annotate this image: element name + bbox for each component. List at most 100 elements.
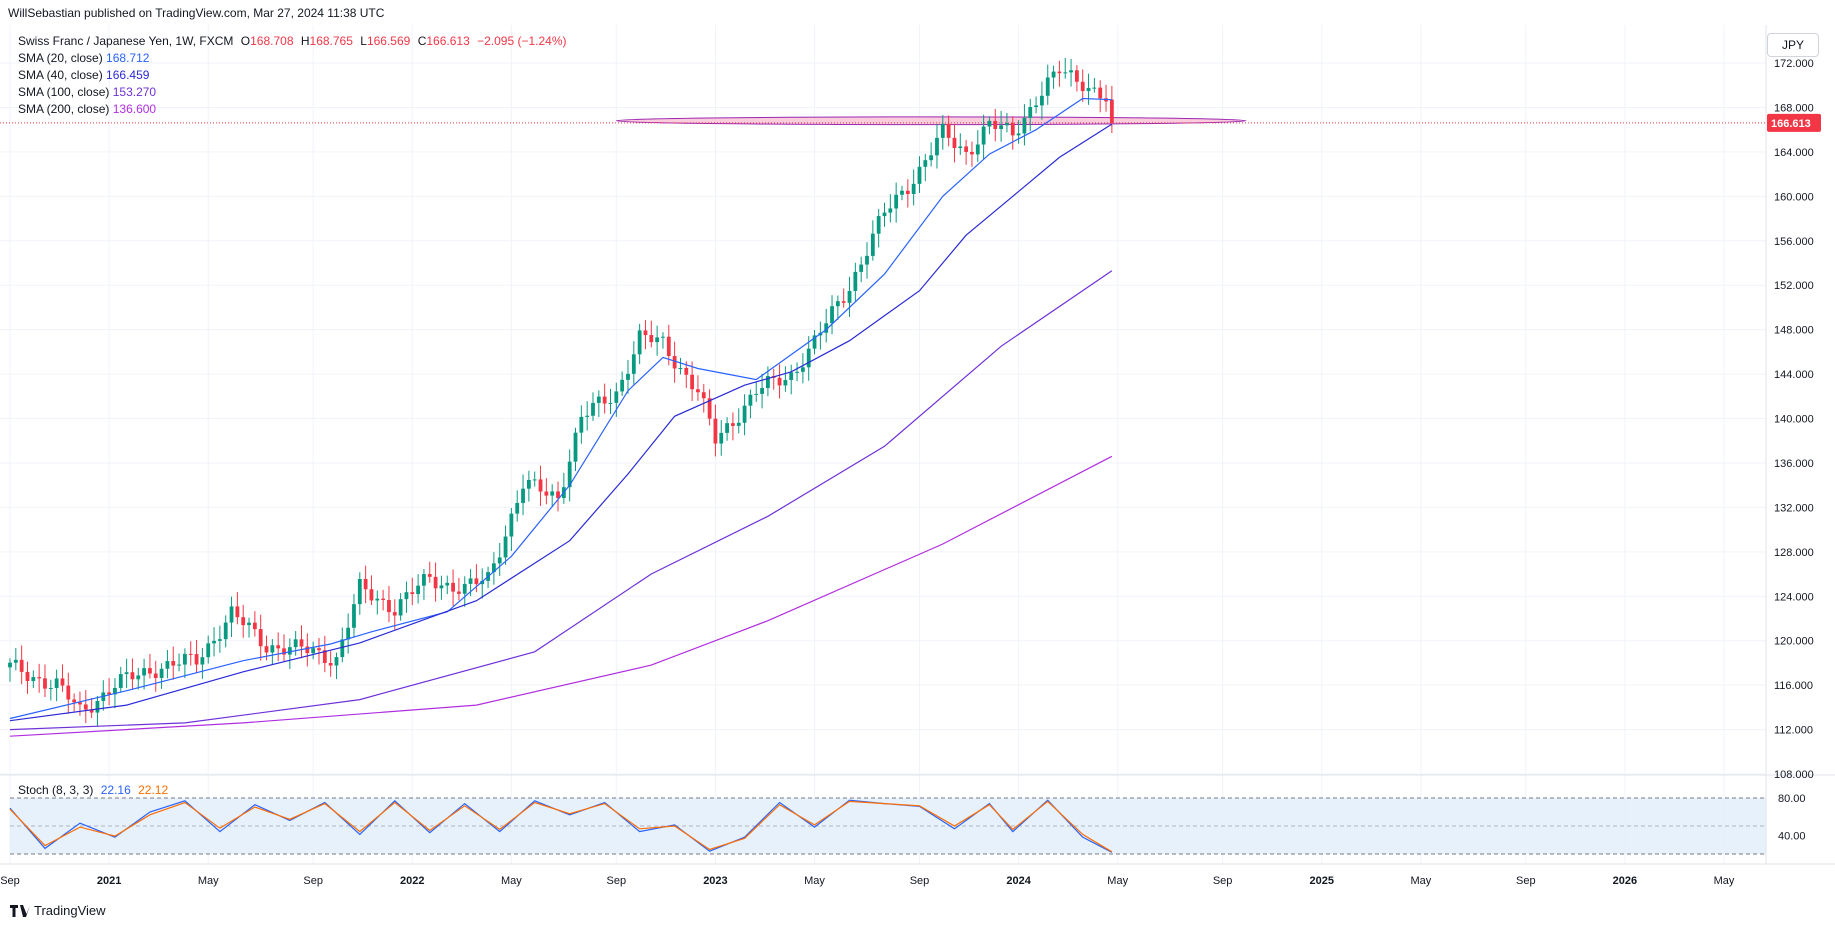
candle-body bbox=[900, 190, 904, 195]
open-label: O bbox=[240, 34, 251, 48]
sma-20-row[interactable]: SMA (20, close) 168.712 bbox=[18, 50, 567, 67]
candle-body bbox=[1010, 123, 1015, 136]
candle-body bbox=[672, 356, 677, 369]
time-tick-label: 2024 bbox=[1006, 875, 1031, 887]
sma-40-label: SMA (40, close) bbox=[18, 68, 103, 82]
candle-body bbox=[404, 592, 409, 600]
close-value: 166.613 bbox=[426, 34, 470, 48]
candle-body bbox=[515, 502, 520, 514]
candle-body bbox=[194, 654, 199, 665]
candle-body bbox=[696, 389, 700, 393]
time-tick-label: 2025 bbox=[1310, 875, 1334, 887]
candle-body bbox=[497, 557, 502, 564]
price-tick-label: 152.000 bbox=[1774, 280, 1814, 292]
candle-body bbox=[1051, 71, 1056, 78]
time-axis[interactable]: Sep 2021 May Sep 2022 May Sep 2023 May Sep 2024 May… bbox=[0, 875, 1735, 887]
symbol-ohlc-row: Swiss Franc / Japanese Yen, 1W, FXCM O 16… bbox=[18, 33, 567, 50]
candle-body bbox=[491, 563, 496, 573]
sma-200-row[interactable]: SMA (200, close) 136.600 bbox=[18, 101, 567, 118]
candle-body bbox=[462, 583, 467, 594]
candle-body bbox=[54, 678, 59, 689]
candle-body bbox=[78, 702, 82, 705]
candle-body bbox=[678, 368, 683, 370]
publisher-line: WillSebastian published on TradingView.c… bbox=[8, 6, 385, 20]
candle-body bbox=[911, 183, 916, 195]
time-tick-label: 2022 bbox=[400, 875, 424, 887]
price-tick-label: 116.000 bbox=[1774, 680, 1813, 692]
low-value: 166.569 bbox=[366, 34, 411, 48]
last-price-tag-bg bbox=[1767, 113, 1821, 132]
last-price-tag-label: 166.613 bbox=[1771, 118, 1811, 130]
close-label: C bbox=[417, 34, 427, 48]
candle-body bbox=[416, 585, 420, 595]
candle-body bbox=[905, 190, 910, 195]
candle-body bbox=[235, 606, 240, 618]
candle-body bbox=[923, 160, 928, 167]
tradingview-brand[interactable]: TradingView bbox=[10, 903, 106, 918]
candle-body bbox=[363, 578, 368, 590]
candle-body bbox=[1045, 77, 1050, 96]
stoch-legend[interactable]: Stoch (8, 3, 3) 22.16 22.12 bbox=[18, 783, 168, 797]
time-tick-label: 2023 bbox=[703, 875, 727, 887]
candle-body bbox=[136, 675, 141, 680]
candle-body bbox=[480, 580, 485, 585]
candle-body bbox=[148, 668, 152, 674]
candle-body bbox=[1016, 133, 1021, 136]
sma-100-row[interactable]: SMA (100, close) 153.270 bbox=[18, 84, 567, 101]
candle-body bbox=[958, 146, 963, 149]
candle-body bbox=[631, 354, 636, 374]
candle-body bbox=[661, 336, 665, 338]
candle-body bbox=[870, 233, 875, 256]
price-axis[interactable]: 172.000 168.000 164.000 160.000 156.000 152.0… bbox=[1774, 58, 1814, 781]
time-tick-label: 2026 bbox=[1613, 875, 1637, 887]
stoch-d-value: 22.12 bbox=[138, 783, 169, 797]
candle-body bbox=[777, 377, 782, 386]
candle-body bbox=[614, 391, 619, 403]
candle-body bbox=[247, 622, 251, 626]
candle-body bbox=[725, 423, 729, 433]
candle-body bbox=[812, 335, 817, 349]
stoch-lines bbox=[9, 799, 1113, 853]
price-tick-label: 144.000 bbox=[1774, 369, 1814, 381]
stoch-label: Stoch (8, 3, 3) bbox=[18, 783, 94, 797]
candle-body bbox=[935, 137, 939, 156]
candle-body bbox=[1074, 70, 1079, 82]
candle-body bbox=[340, 639, 345, 658]
candle-body bbox=[183, 653, 187, 665]
candle-body bbox=[795, 371, 799, 373]
candle-body bbox=[591, 402, 595, 416]
candle-body bbox=[521, 488, 525, 503]
candle-body bbox=[789, 372, 794, 380]
candle-body bbox=[334, 657, 339, 666]
candle-body bbox=[346, 627, 351, 640]
candle-body bbox=[328, 662, 333, 666]
sma-40-row[interactable]: SMA (40, close) 166.459 bbox=[18, 67, 567, 84]
sma-200-value: 136.600 bbox=[112, 102, 157, 116]
support-zone[interactable] bbox=[615, 116, 1247, 126]
time-tick-label: 2021 bbox=[97, 875, 121, 887]
candle-body bbox=[1040, 95, 1044, 106]
grid-lines bbox=[0, 25, 1766, 864]
price-tick-label: 160.000 bbox=[1774, 191, 1814, 203]
candle-body bbox=[830, 306, 834, 324]
candle-body bbox=[970, 151, 974, 155]
candle-body bbox=[637, 330, 642, 355]
symbol-label[interactable]: Swiss Franc / Japanese Yen, 1W, FXCM bbox=[18, 34, 234, 48]
currency-button[interactable]: JPY bbox=[1767, 33, 1819, 57]
candle-body bbox=[538, 479, 543, 492]
candle-body bbox=[964, 146, 969, 152]
time-tick-label: May bbox=[198, 875, 219, 887]
stoch-axis: 80.00 40.00 bbox=[1778, 793, 1806, 842]
candle-body bbox=[276, 645, 281, 649]
candle-body bbox=[1063, 72, 1068, 74]
candle-body bbox=[987, 120, 992, 127]
candle-body bbox=[806, 348, 811, 368]
candle-body bbox=[736, 422, 741, 426]
candle-body bbox=[19, 659, 24, 672]
candle-body bbox=[241, 617, 246, 626]
candle-body bbox=[824, 323, 829, 333]
candle-body bbox=[299, 639, 304, 647]
candle-body bbox=[13, 659, 18, 663]
stoch-tick-label: 40.00 bbox=[1778, 830, 1806, 842]
